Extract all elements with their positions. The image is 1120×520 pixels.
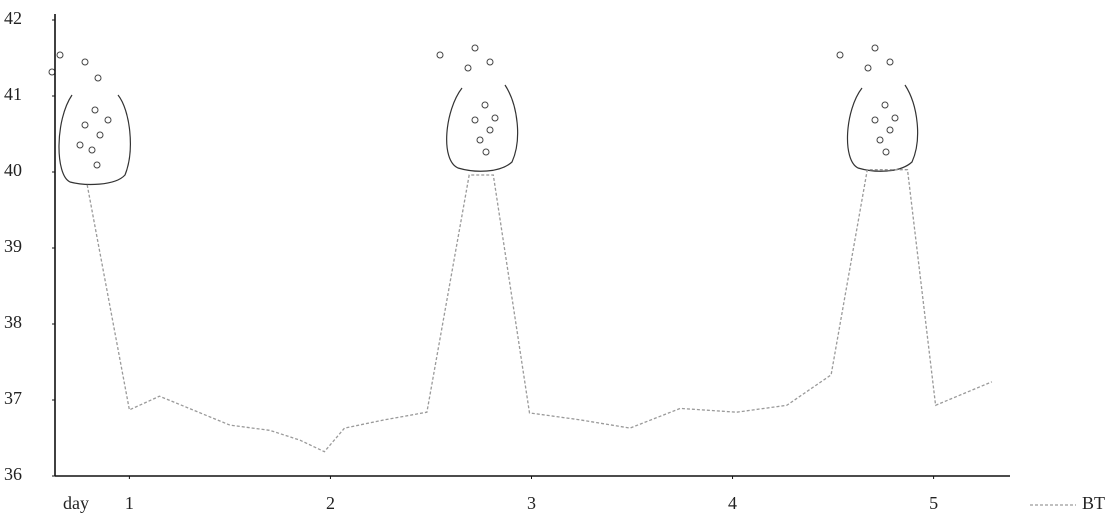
y-tick-label: 41 <box>4 84 22 104</box>
bt-line <box>87 170 992 452</box>
flask-drawing <box>847 85 917 171</box>
y-tick-label: 36 <box>4 464 22 484</box>
y-tick-label: 38 <box>4 312 22 332</box>
chart: day 36 37 38 39 40 41 42 1 2 3 4 5 BT <box>0 0 1120 520</box>
y-tick-label: 37 <box>4 388 22 408</box>
x-tick-label: 2 <box>326 493 335 513</box>
x-tick-label: 1 <box>125 493 134 513</box>
flask-drawing <box>59 95 130 184</box>
y-tick-label: 39 <box>4 236 22 256</box>
bubbles <box>49 45 898 168</box>
x-axis-label: day <box>63 493 89 513</box>
x-tick-label: 4 <box>728 493 737 513</box>
y-tick-label: 42 <box>4 8 22 28</box>
y-tick-label: 40 <box>4 160 22 180</box>
x-tick-label: 3 <box>527 493 536 513</box>
legend-label: BT <box>1082 493 1105 513</box>
x-tick-label: 5 <box>929 493 938 513</box>
flask-drawing <box>447 85 518 171</box>
fever-illustrations <box>49 45 918 184</box>
